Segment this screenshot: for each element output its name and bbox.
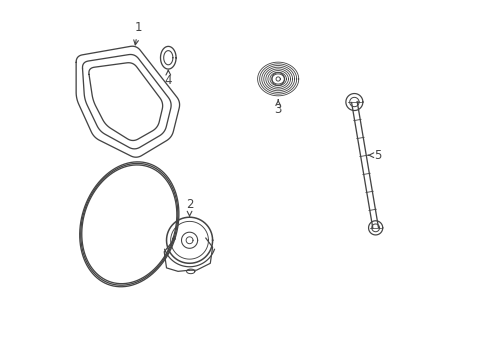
Text: 2: 2	[185, 198, 193, 217]
Text: 3: 3	[274, 100, 281, 116]
Text: 1: 1	[133, 21, 142, 45]
Text: 4: 4	[164, 70, 172, 87]
Text: 5: 5	[367, 149, 380, 162]
